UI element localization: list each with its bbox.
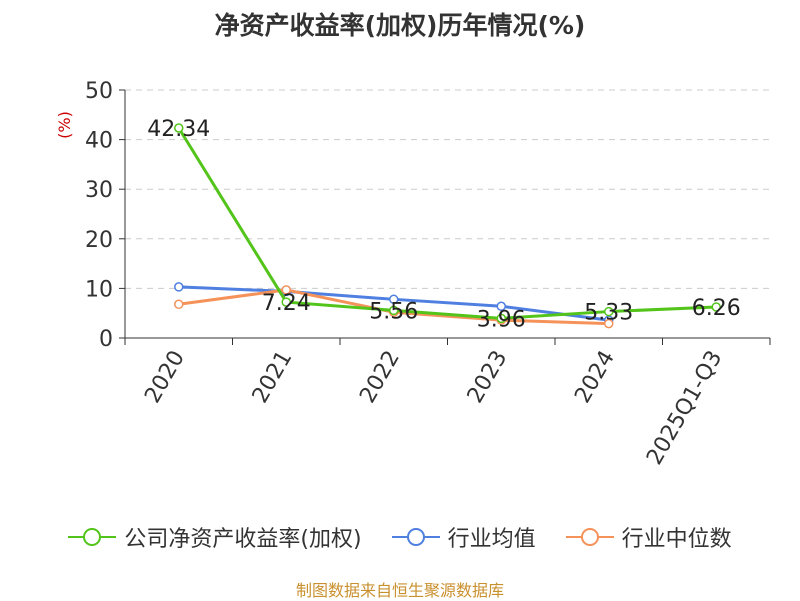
y-tick-label: 50 — [85, 79, 113, 104]
data-label: 5.56 — [369, 299, 418, 324]
data-point — [389, 294, 399, 305]
data-point — [711, 302, 721, 312]
legend-label: 行业中位数 — [621, 527, 732, 552]
y-axis-label: (%) — [55, 111, 74, 139]
y-tick-label: 40 — [85, 129, 113, 154]
data-point — [604, 306, 614, 317]
data-label: 3.96 — [477, 307, 526, 332]
legend-item[interactable]: 行业中位数 — [565, 521, 732, 553]
y-tick-label: 30 — [85, 178, 113, 203]
legend-item[interactable]: 公司净资产收益率(加权) — [68, 521, 362, 553]
x-tick-label: 2020 — [140, 347, 190, 408]
data-labels: 42.34 7.24 5.56 3.96 5.33 6.26 — [147, 117, 740, 332]
data-point — [281, 285, 291, 295]
data-label: 6.26 — [692, 296, 741, 321]
x-tick-label: 2025Q1-Q3 — [642, 347, 727, 470]
data-point — [174, 299, 184, 310]
grid-lines — [125, 89, 770, 289]
series-lines — [174, 123, 721, 329]
data-point — [604, 318, 614, 329]
data-point — [174, 282, 184, 292]
x-tick-label: 2022 — [355, 347, 405, 408]
data-point — [389, 305, 399, 316]
data-point — [281, 297, 291, 307]
data-label: 42.34 — [147, 117, 210, 142]
data-label: 5.33 — [584, 301, 633, 326]
data-label: 7.24 — [262, 291, 311, 316]
legend-swatch-icon — [391, 528, 440, 546]
y-tick-label: 20 — [85, 228, 113, 253]
source-note: 制图数据来自恒生聚源数据库 — [295, 581, 504, 600]
data-point — [174, 123, 184, 133]
y-tick-label: 10 — [85, 277, 113, 302]
legend-swatch-icon — [565, 528, 614, 546]
y-tick-label: 0 — [99, 327, 113, 352]
chart-title: 净资产收益率(加权)历年情况(%) — [214, 11, 586, 40]
legend-label: 行业均值 — [447, 527, 536, 552]
legend: 公司净资产收益率(加权) 行业均值 行业中位数 — [0, 521, 800, 553]
legend-swatch-icon — [68, 528, 117, 546]
x-tick-label: 2021 — [248, 347, 298, 408]
data-point — [496, 313, 506, 324]
series-line — [177, 127, 717, 320]
x-tick-label: 2023 — [463, 347, 513, 408]
legend-label: 公司净资产收益率(加权) — [124, 527, 362, 552]
data-point — [496, 301, 506, 312]
legend-item[interactable]: 行业均值 — [391, 521, 536, 553]
x-tick-label: 2024 — [570, 347, 620, 408]
